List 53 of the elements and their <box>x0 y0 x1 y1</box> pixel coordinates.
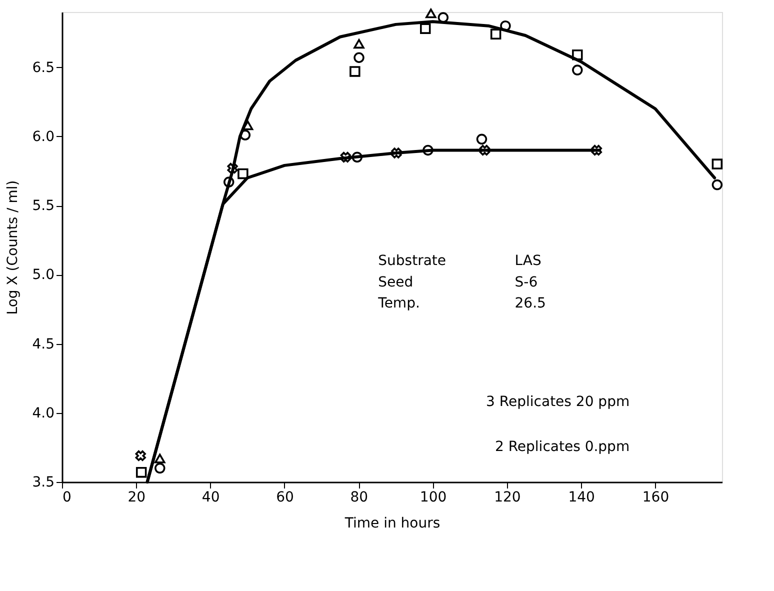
point <box>154 454 166 464</box>
x-tick-label: 40 <box>202 490 220 506</box>
y-tick-label: 6.5 <box>32 60 54 76</box>
point <box>422 144 434 156</box>
point <box>438 12 449 23</box>
point <box>712 179 723 190</box>
point <box>354 39 364 49</box>
y-tick-label: 5.5 <box>32 198 54 214</box>
point <box>227 162 238 174</box>
point <box>479 144 490 156</box>
point <box>350 66 360 77</box>
y-tick-label: 4.0 <box>32 405 54 422</box>
y-tick-label: 6.0 <box>32 128 54 145</box>
point <box>591 144 602 156</box>
annotation: 3 Replicates 20 ppm <box>486 394 630 410</box>
annotation: Temp. <box>377 295 420 312</box>
annotation: S-6 <box>514 274 538 290</box>
point <box>712 158 723 170</box>
x-tick-label: 20 <box>128 490 146 506</box>
x-tick-label: 60 <box>276 490 294 506</box>
point <box>238 168 248 180</box>
x-tick-label: 160 <box>642 490 670 506</box>
y-tick-label: 5.0 <box>32 267 54 284</box>
point <box>500 20 511 32</box>
annotation: Seed <box>378 274 414 290</box>
y-tick-label: 3.5 <box>32 474 54 490</box>
point <box>426 8 436 18</box>
point <box>420 23 431 34</box>
point <box>340 152 351 162</box>
x-tick-label: 100 <box>420 490 447 506</box>
point <box>240 130 251 140</box>
y-axis-title: Log X (Counts / ml) <box>5 180 22 315</box>
annotation: 2 Replicates 0.ppm <box>494 439 630 456</box>
point <box>490 28 502 40</box>
x-tick-label: 0 <box>62 490 72 506</box>
point <box>572 49 583 60</box>
annotation: 26.5 <box>514 295 546 312</box>
point <box>391 148 402 158</box>
point <box>136 466 147 478</box>
x-tick-label: 120 <box>494 490 521 506</box>
x-tick-label: 80 <box>350 490 368 506</box>
y-tick-label: 4.5 <box>32 336 54 352</box>
point <box>352 152 363 163</box>
point <box>354 52 364 63</box>
annotation: Substrate <box>378 253 446 270</box>
annotation: LAS <box>514 253 542 270</box>
point <box>154 462 166 474</box>
x-axis-title: Time in hours <box>344 516 440 532</box>
x-tick-label: 140 <box>568 490 595 506</box>
point <box>476 134 488 145</box>
point <box>135 450 146 462</box>
point <box>572 64 583 76</box>
point <box>223 176 234 188</box>
